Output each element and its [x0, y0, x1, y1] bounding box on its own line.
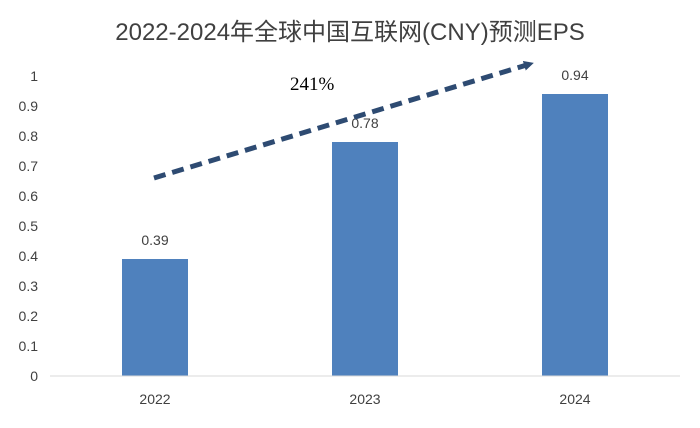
y-tick-label: 0.2	[19, 308, 39, 324]
bar-2023	[332, 142, 398, 376]
data-label-2024: 0.94	[561, 67, 588, 83]
y-tick-label: 0.7	[19, 158, 39, 174]
x-tick-label-2022: 2022	[139, 391, 170, 407]
trend-arrow-icon	[153, 60, 534, 181]
y-tick-label: 0.9	[19, 98, 39, 114]
data-label-2023: 0.78	[351, 115, 378, 131]
chart-title: 2022-2024年全球中国互联网(CNY)预测EPS	[115, 19, 584, 46]
data-labels: 0.39 0.78 0.94	[141, 67, 588, 248]
y-tick-label: 0	[30, 368, 38, 384]
x-tick-label-2023: 2023	[349, 391, 380, 407]
y-tick-label: 0.4	[19, 248, 39, 264]
y-tick-label: 0.1	[19, 338, 39, 354]
growth-annotation: 241%	[153, 60, 534, 181]
bars	[122, 94, 608, 376]
y-tick-label: 1	[30, 68, 38, 84]
growth-percent-label: 241%	[290, 74, 335, 95]
x-tick-label-2024: 2024	[559, 391, 590, 407]
y-tick-label: 0.6	[19, 188, 39, 204]
y-tick-label: 0.3	[19, 278, 39, 294]
y-tick-label: 0.8	[19, 128, 39, 144]
data-label-2022: 0.39	[141, 232, 168, 248]
x-axis: 2022 2023 2024	[50, 375, 680, 407]
bar-2022	[122, 259, 188, 376]
y-axis: 0 0.1 0.2 0.3 0.4 0.5 0.6 0.7 0.8 0.9 1	[19, 68, 39, 384]
bar-2024	[542, 94, 608, 376]
y-tick-label: 0.5	[19, 218, 39, 234]
